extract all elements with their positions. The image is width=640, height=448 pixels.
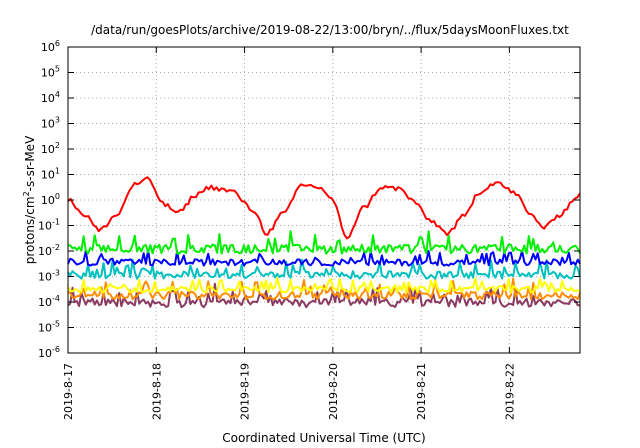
x-axis-label: Coordinated Universal Time (UTC) [222, 431, 425, 445]
series-line-2 [67, 249, 581, 267]
x-tick-label: 2019-8-20 [327, 363, 340, 420]
y-tick-label: 104 [41, 90, 60, 105]
y-axis: 10-6 10-5 10-4 10-3 10-2 10-1 100 101 102 103 104 1… [38, 39, 580, 360]
y-axis-label-rest: -s-sr-MeV [23, 135, 37, 191]
y-tick-label: 101 [41, 167, 60, 182]
chart-title: /data/run/goesPlots/archive/2019-08-22/1… [91, 23, 569, 37]
y-tick-label: 102 [41, 141, 60, 156]
y-axis-label-main: protons/cm [23, 196, 37, 264]
series-line-1 [67, 230, 581, 255]
y-tick-label: 100 [41, 192, 60, 207]
y-tick-label: 105 [41, 65, 60, 80]
y-tick-label: 10-4 [38, 294, 60, 309]
y-tick-label: 10-6 [38, 345, 60, 360]
y-tick-label: 10-1 [38, 218, 60, 233]
y-axis-label-superscript: 2 [22, 191, 31, 196]
x-tick-label: 2019-8-22 [503, 363, 516, 420]
y-axis-label: protons/cm2-s-sr-MeV [22, 135, 37, 264]
x-tick-label: 2019-8-19 [239, 363, 252, 420]
series-group [67, 176, 581, 309]
y-tick-label: 10-3 [38, 269, 60, 284]
x-tick-label: 2019-8-17 [62, 363, 75, 420]
y-tick-label: 106 [41, 39, 60, 54]
series-line-0 [67, 176, 581, 240]
x-axis: 2019-8-17 2019-8-18 2019-8-19 2019-8-20 2019… [62, 47, 516, 420]
x-tick-label: 2019-8-18 [150, 363, 163, 420]
y-tick-label: 10-2 [38, 243, 60, 258]
y-tick-label: 10-5 [38, 320, 60, 335]
x-tick-label: 2019-8-21 [415, 363, 428, 420]
series-line-6 [67, 282, 580, 309]
y-tick-label: 103 [41, 116, 60, 131]
series-line-4 [67, 276, 581, 294]
series-line-3 [67, 258, 581, 280]
series-line-5 [67, 277, 581, 301]
